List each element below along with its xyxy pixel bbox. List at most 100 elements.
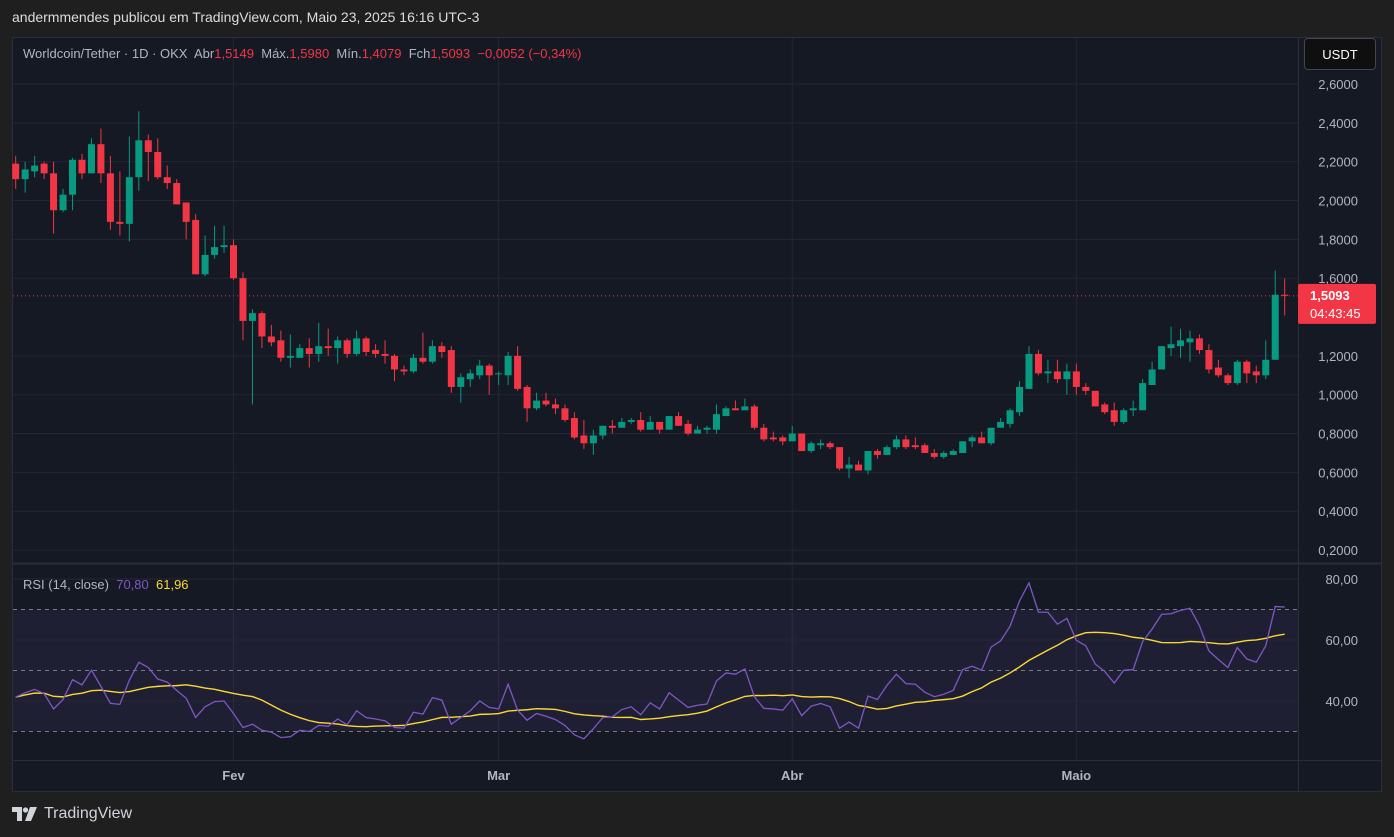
candle-body <box>400 369 408 372</box>
candle <box>855 460 863 471</box>
candle-body <box>258 313 266 337</box>
candle <box>211 225 219 259</box>
low-value: 1,4079 <box>361 46 402 61</box>
candle <box>1252 365 1260 384</box>
candle-body <box>514 355 522 389</box>
candle <box>978 431 986 444</box>
y-tick-label: 0,2000 <box>1318 543 1358 558</box>
candle-body <box>343 340 351 354</box>
rsi-title[interactable]: RSI (14, close) <box>23 577 109 592</box>
y-tick-label: 0,4000 <box>1318 504 1358 519</box>
candle-body <box>173 183 181 205</box>
candle-body <box>542 400 550 405</box>
candle <box>78 153 86 180</box>
candle-body <box>712 414 720 430</box>
candle <box>457 373 465 403</box>
last-price-value: 1,5093 <box>1310 288 1350 303</box>
candle <box>656 421 664 434</box>
candle <box>1044 359 1052 384</box>
candle-body <box>305 348 313 354</box>
candle-body <box>722 408 730 417</box>
chart-panel[interactable] <box>12 37 1382 792</box>
candle <box>968 435 976 448</box>
candle-body <box>949 451 957 455</box>
candle-body <box>523 386 531 409</box>
candle <box>135 111 143 191</box>
candle-body <box>1101 404 1109 413</box>
candle <box>892 435 900 450</box>
candle <box>684 419 692 436</box>
candle-body <box>201 254 209 275</box>
candle <box>580 419 588 450</box>
candle <box>59 188 67 213</box>
candles <box>12 111 1289 479</box>
candle <box>428 340 436 364</box>
candle-body <box>930 452 938 457</box>
candle <box>362 336 370 356</box>
tradingview-logo[interactable]: TradingView <box>12 805 132 823</box>
candle-body <box>1072 371 1080 387</box>
candle <box>1006 408 1014 428</box>
candle-body <box>31 165 39 172</box>
y-tick-label: 1,2000 <box>1318 349 1358 364</box>
candle-body <box>883 447 891 455</box>
candle-body <box>864 451 872 471</box>
candle <box>930 449 938 459</box>
candle-body <box>656 421 664 430</box>
candle <box>826 441 834 450</box>
candle <box>286 334 294 368</box>
candle <box>1262 340 1270 380</box>
candle-body <box>940 452 948 457</box>
candle <box>599 425 607 440</box>
candle-body <box>902 439 910 448</box>
candle <box>1281 278 1289 316</box>
candle <box>817 439 825 450</box>
candle <box>1129 400 1137 417</box>
candle-body <box>12 163 20 180</box>
candle <box>277 330 285 362</box>
candle-body <box>845 464 853 469</box>
candle <box>864 451 872 475</box>
candle-body <box>911 445 919 448</box>
candle-body <box>334 340 342 349</box>
candle-body <box>504 355 512 376</box>
candle-body <box>826 443 834 448</box>
symbol-title[interactable]: Worldcoin/Tether · 1D · OKX <box>23 46 188 61</box>
bar-countdown: 04:43:45 <box>1310 306 1361 321</box>
candle <box>381 340 389 364</box>
candle <box>144 134 152 182</box>
candle-body <box>1110 410 1118 422</box>
candle <box>627 418 635 424</box>
candle <box>315 322 323 362</box>
y-tick-label: 2,4000 <box>1318 116 1358 131</box>
candle <box>1101 402 1109 415</box>
candle <box>372 344 380 358</box>
high-value: 1,5980 <box>289 46 330 61</box>
last-price-marker: 1,5093 04:43:45 <box>1298 283 1376 324</box>
candle <box>485 363 493 395</box>
candle-body <box>665 416 673 430</box>
candle <box>1034 350 1042 376</box>
candle-body <box>192 219 200 275</box>
candle <box>1214 359 1222 378</box>
y-tick-label: 1,6000 <box>1318 271 1358 286</box>
candle <box>1177 328 1185 358</box>
candle <box>106 155 114 230</box>
candle <box>1053 359 1061 384</box>
candle <box>1082 383 1090 395</box>
candle-body <box>1214 367 1222 376</box>
candle <box>353 330 361 356</box>
candle <box>504 351 512 386</box>
candle <box>248 309 256 405</box>
candle <box>1016 381 1024 417</box>
candle-body <box>1044 371 1052 374</box>
y-tick-label: 1,0000 <box>1318 388 1358 403</box>
candle-body <box>1053 371 1061 380</box>
candle-body <box>788 433 796 442</box>
rsi-ma-value: 61,96 <box>156 577 189 592</box>
candle <box>1243 359 1251 384</box>
currency-button[interactable]: USDT <box>1304 38 1376 70</box>
candle-body <box>1177 340 1185 347</box>
candle-body <box>769 437 777 440</box>
